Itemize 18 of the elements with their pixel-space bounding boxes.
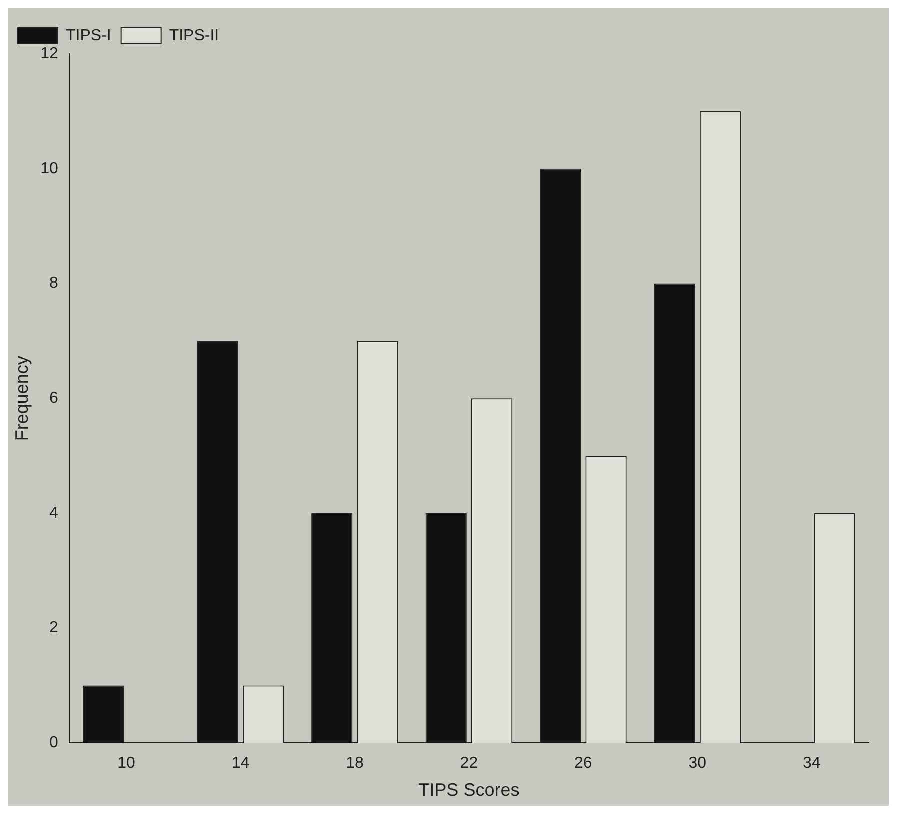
legend-label: TIPS-II (169, 27, 220, 44)
x-tick-label: 10 (118, 755, 136, 772)
x-tick-label: 18 (346, 755, 364, 772)
y-tick-label: 8 (49, 275, 58, 292)
y-tick-label: 12 (40, 45, 58, 62)
y-axis-title: Frequency (12, 356, 32, 442)
y-tick-label: 0 (49, 734, 58, 752)
legend-label: TIPS-I (66, 27, 112, 44)
x-tick-label: 30 (688, 755, 707, 772)
y-tick-label: 4 (49, 504, 58, 522)
x-tick-label: 22 (460, 755, 478, 772)
x-tick-label: 34 (802, 755, 821, 772)
y-tick-label: 10 (40, 160, 58, 178)
x-tick-label: 26 (574, 755, 592, 772)
x-tick-label: 14 (232, 755, 250, 772)
y-tick-label: 2 (49, 620, 58, 637)
y-tick-label: 6 (49, 390, 58, 408)
x-axis-title: TIPS Scores (418, 780, 520, 800)
